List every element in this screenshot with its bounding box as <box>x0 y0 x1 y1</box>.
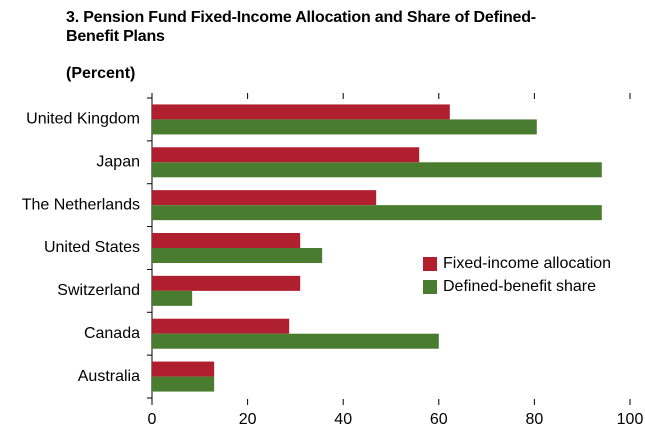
y-tick-label: Australia <box>78 368 140 385</box>
bar <box>152 147 420 163</box>
chart-subtitle: (Percent) <box>66 65 136 82</box>
bar <box>152 376 215 392</box>
bar <box>152 104 450 120</box>
x-tick-label: 0 <box>148 411 157 428</box>
x-tick-label: 100 <box>617 411 644 428</box>
bar <box>152 190 377 206</box>
x-tick-label: 40 <box>334 411 352 428</box>
y-tick-label: Canada <box>84 325 140 342</box>
bar <box>152 290 193 306</box>
y-tick-label: United Kingdom <box>26 111 140 128</box>
legend-swatch <box>423 280 437 294</box>
bar <box>152 275 301 291</box>
bar <box>152 162 602 178</box>
x-tick-label: 60 <box>430 411 448 428</box>
bar <box>152 205 602 221</box>
bar <box>152 333 439 349</box>
legend-label: Defined-benefit share <box>443 278 596 295</box>
bar <box>152 361 215 377</box>
bar <box>152 233 301 248</box>
bar <box>152 318 290 334</box>
y-tick-label: The Netherlands <box>22 196 140 213</box>
y-tick-label: Switzerland <box>57 282 140 299</box>
chart-title: 3. Pension Fund Fixed-Income Allocation … <box>66 9 536 45</box>
legend-swatch <box>423 257 437 271</box>
y-tick-label: Japan <box>96 154 140 171</box>
bar <box>152 248 323 263</box>
bar <box>152 119 537 135</box>
x-tick-label: 80 <box>526 411 544 428</box>
x-tick-label: 20 <box>239 411 257 428</box>
y-tick-label: United States <box>44 239 140 256</box>
legend-label: Fixed-income allocation <box>443 255 611 272</box>
